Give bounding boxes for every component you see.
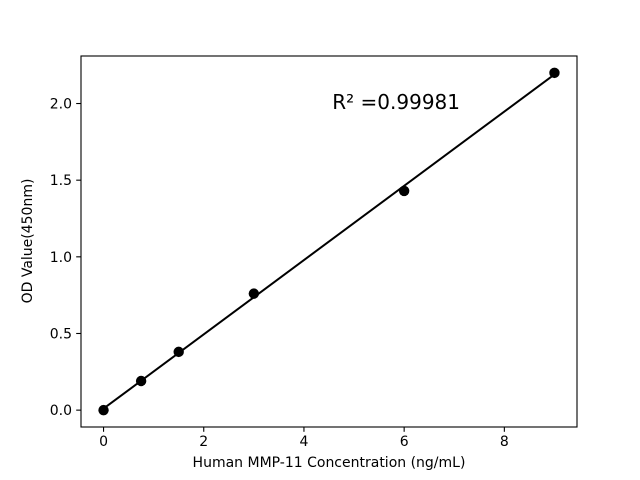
plot-frame bbox=[80, 55, 578, 428]
y-axis-label: OD Value(450nm) bbox=[20, 179, 36, 304]
y-tick-label: 0.5 bbox=[50, 326, 72, 342]
axis-ticks: 0 2 4 6 8 0.0 0.5 1.0 1.5 2.0 bbox=[50, 97, 509, 450]
r-squared-annotation: R² =0.99981 bbox=[332, 90, 460, 114]
x-tick-label: 2 bbox=[199, 434, 208, 450]
data-point bbox=[248, 288, 260, 299]
data-point bbox=[173, 346, 184, 358]
data-point bbox=[135, 375, 147, 387]
y-tick-label: 1.5 bbox=[50, 173, 72, 189]
x-tick-label: 8 bbox=[500, 434, 509, 450]
data-point bbox=[549, 67, 560, 79]
x-tick-label: 0 bbox=[99, 434, 108, 450]
data-point bbox=[398, 185, 410, 197]
x-axis-label: Human MMP-11 Concentration (ng/mL) bbox=[193, 455, 466, 471]
y-tick-label: 1.0 bbox=[50, 250, 72, 266]
x-tick-label: 6 bbox=[400, 434, 409, 450]
y-tick-label: 0.0 bbox=[50, 403, 72, 419]
data-point bbox=[98, 404, 109, 416]
x-tick-label: 4 bbox=[299, 434, 308, 450]
y-tick-label: 2.0 bbox=[50, 97, 72, 113]
data-series bbox=[98, 67, 560, 416]
fit-line bbox=[102, 73, 556, 410]
